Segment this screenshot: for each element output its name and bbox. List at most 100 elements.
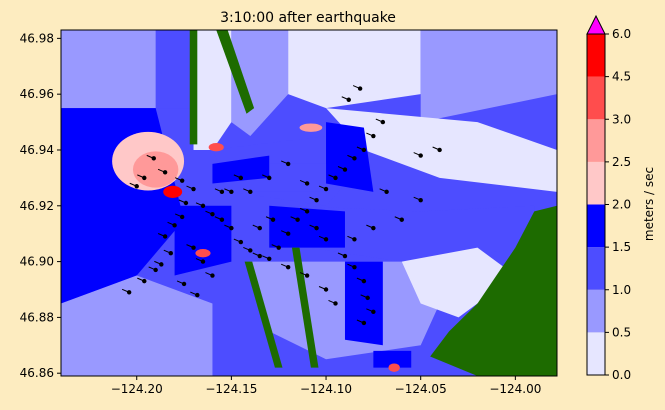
drifter [280,160,291,167]
drifter [178,199,189,206]
plot-area [60,29,558,377]
drifter [413,152,423,158]
drifter-point [346,97,351,102]
drifter-point [134,184,139,189]
drifter [195,258,206,264]
drifter [129,182,139,189]
drifter [176,280,187,287]
drifter-point [229,225,234,231]
drifter-point [142,278,147,284]
colorbar-tick-label: 0.0 [612,368,631,382]
drifter [265,216,276,222]
speed-region [212,155,270,184]
drifter-point [361,147,367,153]
drifter-point [285,264,291,270]
drifter [366,224,376,231]
drifter [337,252,348,259]
speed-hotspot [299,123,323,132]
drifter-point [314,198,319,203]
colorbar-extend-arrow [586,14,606,35]
drifter-point [371,133,376,139]
drifter [186,244,196,250]
drifter [341,96,351,102]
drifter [366,132,376,139]
drifter [214,216,225,222]
drifter [309,224,319,231]
colorbar-tick-label: 6.0 [612,27,631,41]
speed-region [174,205,232,276]
drifter-point [257,253,262,259]
colorbar-segment [587,34,605,77]
drifter [252,252,262,259]
drifter-point [238,239,244,245]
drifter-point [191,186,196,192]
drifter [167,221,177,228]
drifter-point [270,217,276,222]
drifter-point [352,237,357,242]
colorbar-tick-label: 1.5 [612,240,631,254]
drifter [366,308,376,315]
drifter [157,168,168,175]
speed-hotspot [195,249,211,258]
colorbar-segment [587,332,605,375]
drifter-point [168,251,174,256]
colorbar-segment [587,204,605,248]
drifter-point [151,156,156,161]
speed-hotspot [388,363,400,372]
drifter [174,177,185,183]
speed-region [61,275,213,376]
drifter [347,263,357,270]
drifter-point [162,170,168,175]
drifter [174,213,185,220]
drifter-point [399,217,404,222]
drifter [252,224,262,231]
drifter [379,188,389,195]
drifter-tracks [121,85,442,326]
y-tick-label: 46.90 [20,255,54,269]
drifter [148,266,158,273]
drifter [337,166,348,172]
drifter [356,319,367,326]
drifter-point [162,234,168,239]
drifter-point [181,281,187,287]
drifter [318,235,329,242]
drifter-point [195,292,200,298]
drifter-point [371,309,376,315]
speed-hotspot [208,143,224,152]
drifter [121,288,132,295]
drifter [243,188,253,195]
drifter-point [285,161,291,167]
drifter [356,277,367,284]
land-region [430,205,557,376]
drifter-point [304,181,310,186]
drifter-point [333,301,338,306]
drifter [243,246,253,253]
drifter-point [342,167,348,172]
speed-hotspot [132,151,179,188]
x-tick-label: −124.15 [205,382,257,396]
y-tick-label: 46.98 [20,31,54,45]
drifter-point [267,256,272,262]
drifter-point [153,267,158,273]
drifter [280,263,291,270]
drifter [205,272,215,278]
land-region [216,30,255,114]
colorbar-tick-label: 4.5 [612,70,631,84]
land-region [291,247,319,368]
drifter-point [200,203,206,208]
colorbar-segment [587,247,605,290]
drifter-point [179,178,185,183]
land-mask [189,30,557,376]
drifter-point [257,225,262,231]
drifter-point [323,186,329,192]
colorbar: meters / sec 0.0 0.5 1.0 1.5 2.0 2.5 3.0 4.5 6.0 [586,14,656,382]
drifter [318,286,329,292]
speed-region [288,205,535,262]
drifter-point [314,225,319,231]
drifter-point [342,253,348,259]
drifter [432,146,442,153]
drifter-point [371,225,376,231]
drifter-point [126,290,132,295]
drifter [186,185,196,192]
